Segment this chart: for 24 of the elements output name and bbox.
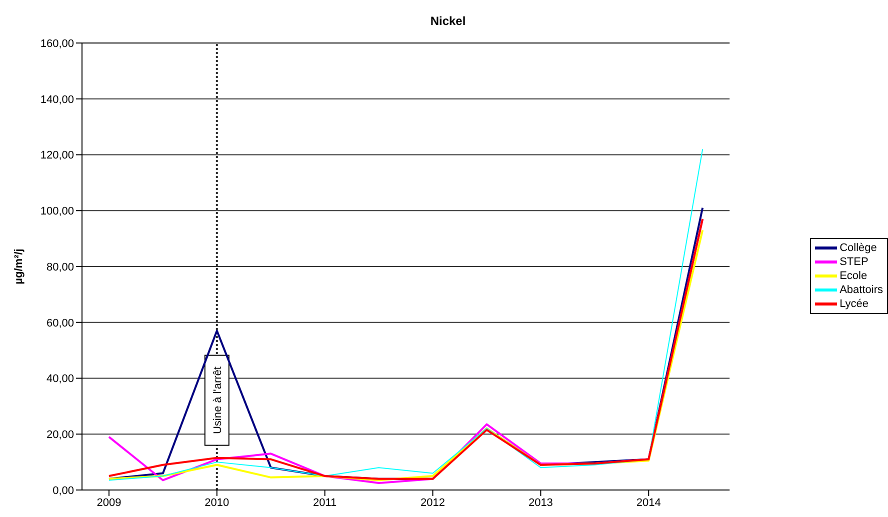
legend-label: Collège	[840, 240, 877, 254]
x-tick-label: 2011	[313, 496, 337, 509]
legend-label: Abattoirs	[840, 282, 883, 296]
y-tick-label: 80,00	[46, 261, 74, 274]
x-tick-label: 2014	[636, 496, 661, 509]
x-tick-label: 2013	[528, 496, 553, 509]
y-tick-label: 160,00	[40, 38, 74, 50]
chart-title: Nickel	[429, 13, 467, 30]
y-axis-title: µg/m²/j	[12, 248, 25, 284]
y-tick-label: 120,00	[40, 150, 74, 162]
legend-label: STEP	[840, 254, 868, 268]
ref-line-label: Usine à l'arrêt	[212, 366, 224, 434]
y-tick-label: 140,00	[40, 94, 74, 106]
legend-label: Ecole	[840, 268, 868, 282]
y-tick-label: 40,00	[46, 373, 74, 386]
y-tick-label: 0,00	[52, 484, 74, 497]
x-tick-label: 2012	[420, 496, 446, 509]
x-tick-label: 2010	[204, 496, 230, 509]
y-tick-label: 60,00	[46, 317, 74, 330]
y-tick-label: 100,00	[40, 206, 74, 218]
y-tick-label: 20,00	[46, 429, 74, 442]
legend-label: Lycée	[840, 296, 869, 310]
x-tick-label: 2009	[96, 496, 122, 509]
line-series	[108, 148, 704, 481]
